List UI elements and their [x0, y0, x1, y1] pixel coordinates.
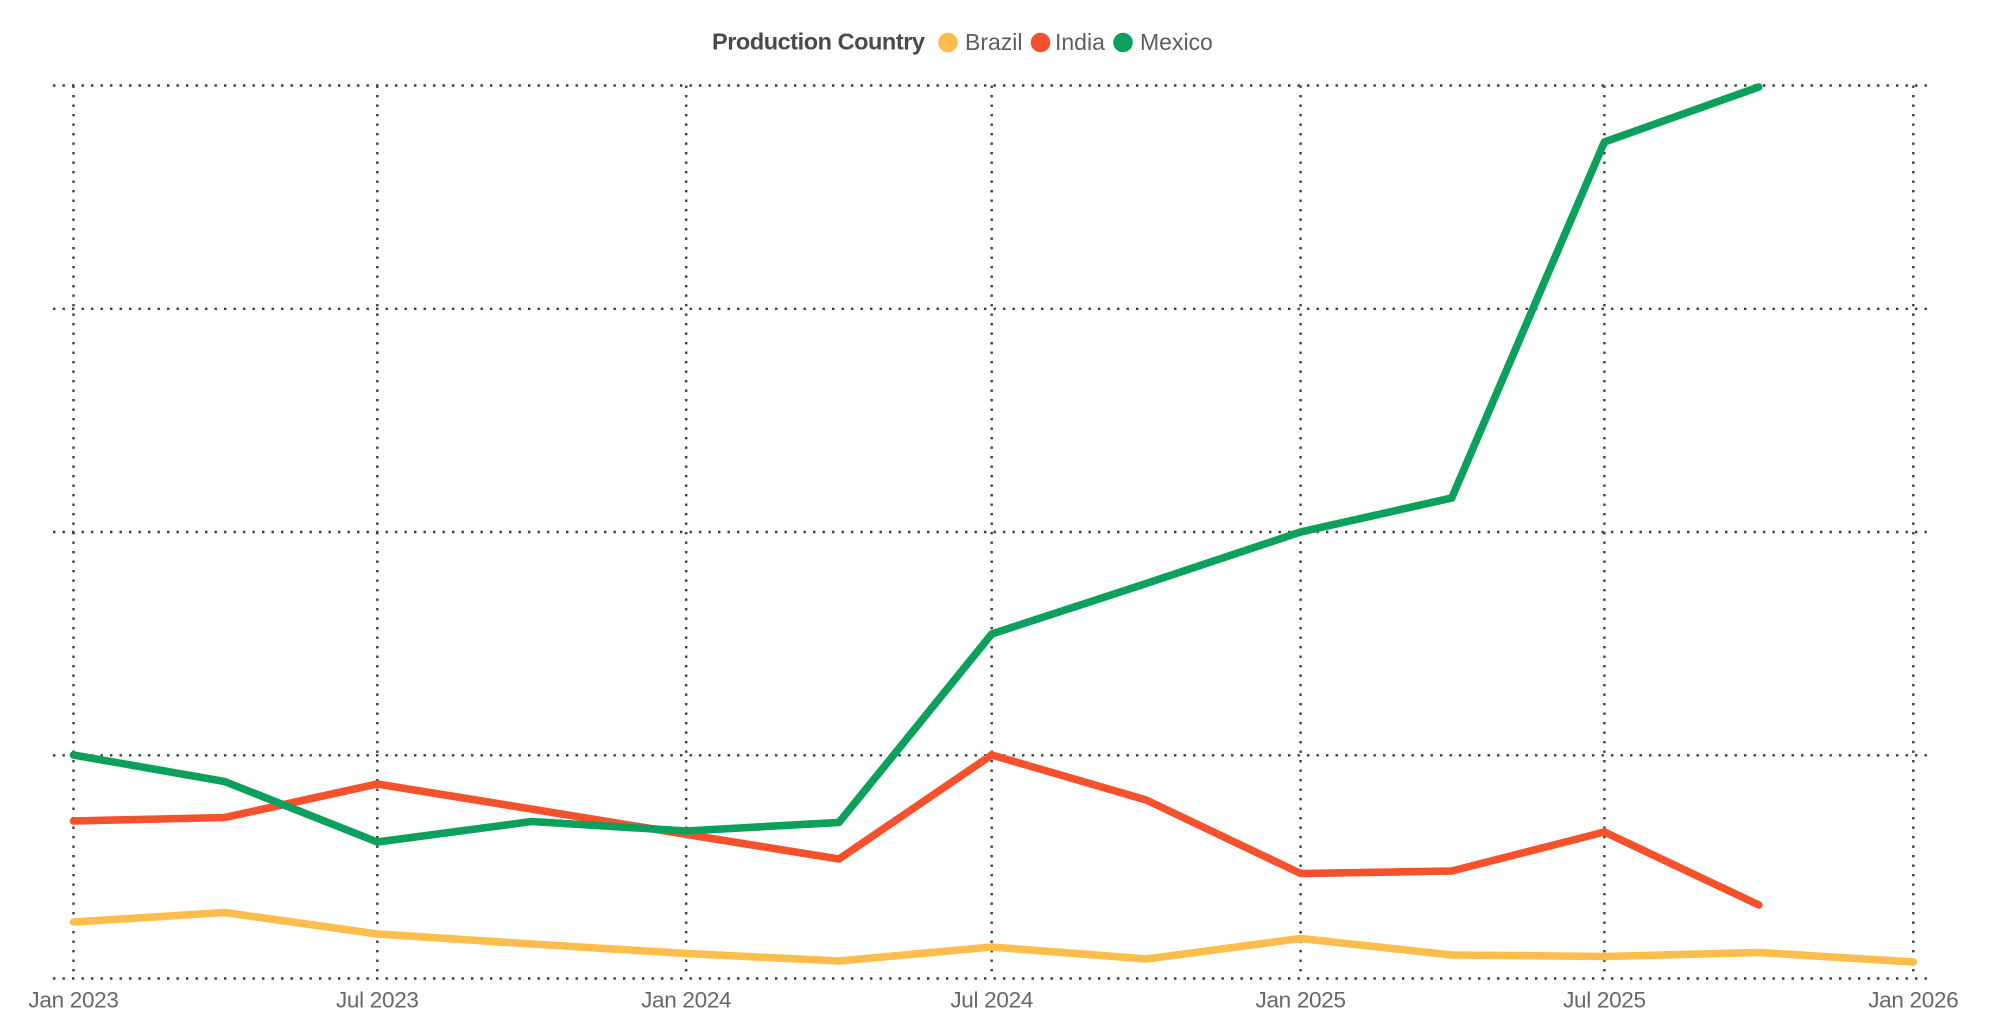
svg-text:India: India — [1055, 29, 1105, 55]
svg-text:Jul 2023: Jul 2023 — [336, 988, 419, 1013]
svg-text:Mexico: Mexico — [1140, 29, 1213, 55]
svg-text:Production Country: Production Country — [712, 29, 925, 55]
svg-text:Jan 2025: Jan 2025 — [1256, 988, 1346, 1013]
svg-text:Jul 2025: Jul 2025 — [1563, 988, 1646, 1013]
svg-text:Jan 2024: Jan 2024 — [641, 988, 731, 1013]
svg-text:Jan 2023: Jan 2023 — [28, 988, 118, 1013]
svg-text:Jul 2024: Jul 2024 — [950, 988, 1033, 1013]
svg-text:Jan 2026: Jan 2026 — [1868, 988, 1958, 1013]
svg-text:Brazil: Brazil — [965, 29, 1023, 55]
